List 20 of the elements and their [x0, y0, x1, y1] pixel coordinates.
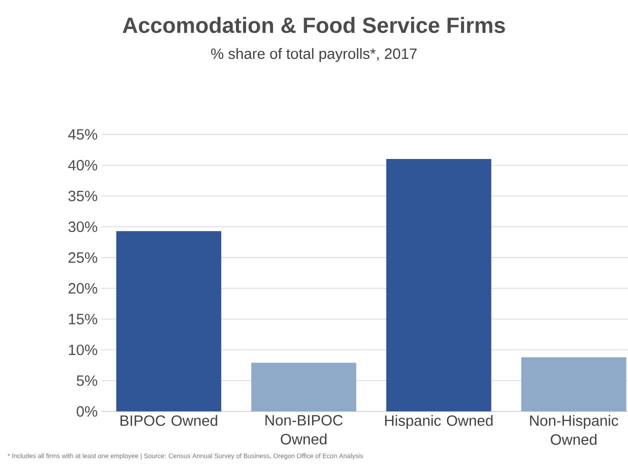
chart-title: Accomodation & Food Service Firms [122, 16, 505, 34]
chart-subtitle: % share of total payrolls*, 2017 [211, 48, 417, 62]
bar [521, 357, 626, 412]
x-tick-label: Hispanic Owned [385, 414, 493, 429]
y-tick-label: 20% [68, 283, 98, 294]
x-tick-label: Non-Hispanic Owned [530, 414, 618, 445]
y-tick-label: 45% [68, 129, 98, 140]
x-tick-label: Non-BIPOC Owned [266, 414, 343, 444]
y-tick-label: 10% [68, 344, 98, 356]
bar [116, 231, 222, 412]
bar [386, 159, 492, 412]
y-tick-label: 5% [76, 375, 98, 386]
y-tick-label: 15% [68, 314, 98, 324]
y-tick-label: 40% [68, 160, 98, 170]
y-tick-label: 25% [68, 252, 98, 263]
y-tick-label: 35% [68, 190, 98, 202]
y-tick-label: 30% [68, 221, 98, 232]
bar [251, 362, 356, 412]
y-tick-label: 0% [76, 406, 98, 417]
x-tick-label: BIPOC Owned [120, 414, 218, 426]
